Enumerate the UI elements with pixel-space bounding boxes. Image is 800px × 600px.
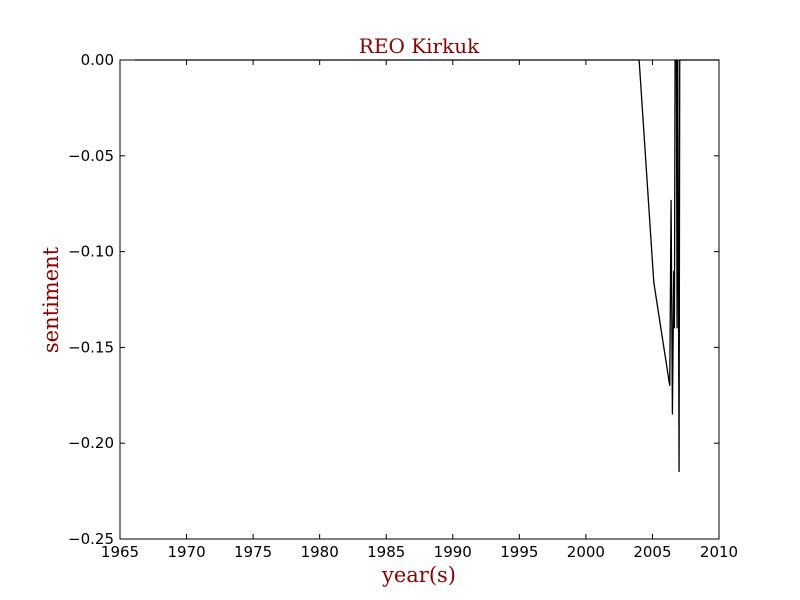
x-tick-label: 1985	[367, 543, 405, 561]
plot-area: 1965 1970 1975 1980 1985 1990 1995 2000 2005 2010…	[68, 51, 738, 561]
y-tick-label: −0.05	[68, 147, 114, 165]
y-tick-label: −0.20	[68, 434, 114, 452]
series-line-0	[134, 59, 719, 472]
plot-frame	[119, 59, 720, 540]
x-tick-label: 1975	[234, 543, 272, 561]
y-tick-label: 0.00	[81, 51, 114, 69]
x-axis-label: year(s)	[381, 563, 456, 587]
x-tick-label: 1990	[434, 543, 472, 561]
chart-title: REO Kirkuk	[359, 34, 480, 58]
x-tick-label: 2010	[700, 543, 738, 561]
x-tick-label: 1970	[167, 543, 205, 561]
y-axis-label: sentiment	[39, 246, 63, 353]
y-tick-label: −0.15	[68, 338, 114, 356]
x-tick-label: 2005	[633, 543, 671, 561]
x-tick-label: 1965	[101, 543, 139, 561]
x-tick-label: 2000	[567, 543, 605, 561]
x-tick-label: 1995	[500, 543, 538, 561]
y-tick-label: −0.10	[68, 243, 114, 261]
y-tick-label: −0.25	[68, 530, 114, 548]
x-tick-label: 1980	[301, 543, 339, 561]
